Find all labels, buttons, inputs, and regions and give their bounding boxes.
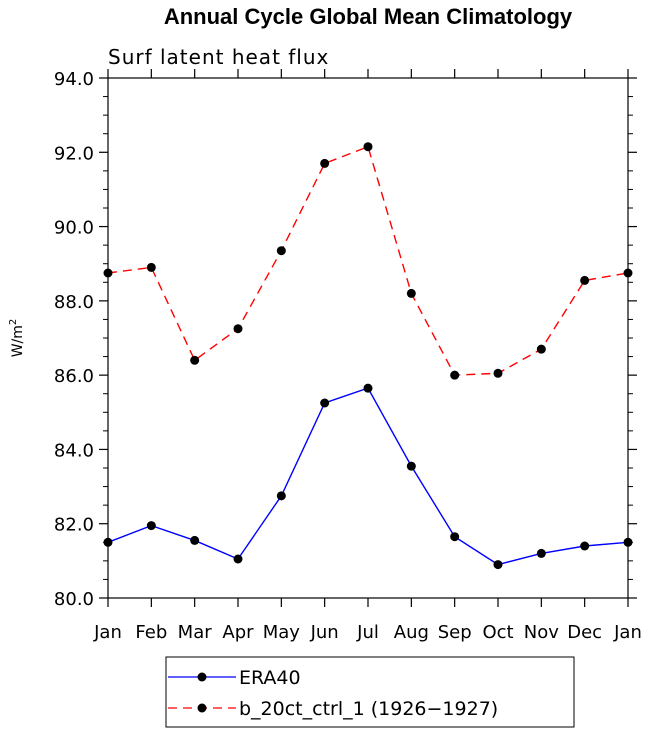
series-0-point <box>450 532 460 542</box>
series-0-point <box>580 541 590 551</box>
x-tick-label: Nov <box>524 622 559 643</box>
x-tick-label: Jan <box>613 622 642 643</box>
legend-marker-era40 <box>197 672 207 682</box>
series-1-point <box>406 288 416 298</box>
legend-box <box>165 656 575 728</box>
series-1-point <box>450 370 460 380</box>
series-line-1 <box>107 145 629 376</box>
y-axis-label-superscript: 2 <box>8 319 19 325</box>
major-ticks <box>99 69 637 607</box>
legend-marker-b20ct <box>197 703 207 713</box>
series-1-point <box>320 158 330 168</box>
series-1-point <box>363 142 373 152</box>
y-axis-label-text: W/m <box>10 325 26 357</box>
series-0-point <box>493 560 503 570</box>
legend-label-b20ct: b_20ct_ctrl_1 (1926−1927) <box>239 698 498 720</box>
y-tick-label: 88.0 <box>54 292 94 313</box>
x-tick-label: May <box>263 622 301 643</box>
series-0 <box>103 383 633 570</box>
y-tick-label: 94.0 <box>54 69 94 90</box>
y-tick-label: 86.0 <box>54 366 94 387</box>
series-0-point <box>406 461 416 471</box>
y-axis-tick-labels: 80.0 82.0 84.0 86.0 88.0 90.0 92.0 94.0 <box>54 69 94 610</box>
x-tick-label: Apr <box>222 622 254 643</box>
series-1-point <box>146 262 156 272</box>
legend: ERA40 b_20ct_ctrl_1 (1926−1927) <box>165 656 575 728</box>
x-tick-label: Oct <box>482 622 513 643</box>
y-tick-label: 90.0 <box>54 218 94 239</box>
series-1-point <box>493 368 503 378</box>
plot-frame <box>107 77 629 599</box>
series-0-point <box>276 491 286 501</box>
legend-label-era40: ERA40 <box>239 667 301 689</box>
y-tick-label: 92.0 <box>54 143 94 164</box>
x-axis-tick-labels: Jan Feb Mar Apr May Jun Jul Aug Sep Oct Nov Dec Jan <box>93 622 642 643</box>
x-tick-label: Jun <box>310 622 339 643</box>
minor-ticks <box>103 96 633 580</box>
x-tick-label: Mar <box>178 622 213 643</box>
series-1 <box>103 142 633 380</box>
series-1-point <box>536 344 546 354</box>
x-tick-label: Sep <box>438 622 472 643</box>
x-tick-label: Aug <box>394 622 429 643</box>
series-0-point <box>363 383 373 393</box>
x-tick-label: Jul <box>356 622 379 643</box>
series-1-point <box>233 324 243 334</box>
series-1-point <box>580 275 590 285</box>
series-0-point <box>146 521 156 531</box>
series-1-point <box>190 355 200 365</box>
series-1-point <box>276 246 286 256</box>
series-0-point <box>190 535 200 545</box>
chart-title: Annual Cycle Global Mean Climatology <box>164 4 573 29</box>
x-tick-label: Feb <box>135 622 167 643</box>
y-axis-label: W/m2 <box>8 319 26 358</box>
y-tick-label: 80.0 <box>54 589 94 610</box>
y-tick-label: 84.0 <box>54 440 94 461</box>
chart-subtitle: Surf latent heat flux <box>108 45 329 69</box>
series-line-0 <box>107 387 629 566</box>
x-tick-label: Jan <box>93 622 122 643</box>
y-tick-label: 82.0 <box>54 515 94 536</box>
x-tick-label: Dec <box>567 622 602 643</box>
series-layer <box>103 142 633 570</box>
series-0-point <box>536 548 546 558</box>
series-0-point <box>233 554 243 564</box>
series-0-point <box>320 398 330 408</box>
